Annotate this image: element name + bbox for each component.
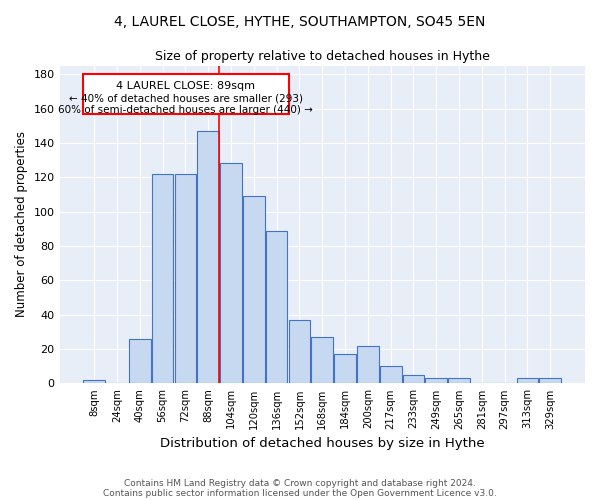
Bar xyxy=(539,378,561,384)
Bar xyxy=(289,320,310,384)
Bar xyxy=(425,378,447,384)
X-axis label: Distribution of detached houses by size in Hythe: Distribution of detached houses by size … xyxy=(160,437,485,450)
Text: Contains HM Land Registry data © Crown copyright and database right 2024.: Contains HM Land Registry data © Crown c… xyxy=(124,478,476,488)
Bar xyxy=(83,380,105,384)
Bar xyxy=(357,346,379,384)
Bar xyxy=(175,174,196,384)
Bar xyxy=(152,174,173,384)
FancyBboxPatch shape xyxy=(83,74,289,114)
Bar xyxy=(403,375,424,384)
Bar xyxy=(129,339,151,384)
Bar xyxy=(220,164,242,384)
Bar xyxy=(517,378,538,384)
Bar xyxy=(448,378,470,384)
Bar xyxy=(334,354,356,384)
Bar xyxy=(380,366,401,384)
Bar xyxy=(266,230,287,384)
Title: Size of property relative to detached houses in Hythe: Size of property relative to detached ho… xyxy=(155,50,490,63)
Text: 4 LAUREL CLOSE: 89sqm: 4 LAUREL CLOSE: 89sqm xyxy=(116,81,256,91)
Bar xyxy=(311,337,333,384)
Text: 4, LAUREL CLOSE, HYTHE, SOUTHAMPTON, SO45 5EN: 4, LAUREL CLOSE, HYTHE, SOUTHAMPTON, SO4… xyxy=(115,15,485,29)
Bar xyxy=(197,131,219,384)
Text: 60% of semi-detached houses are larger (440) →: 60% of semi-detached houses are larger (… xyxy=(58,105,313,115)
Text: ← 40% of detached houses are smaller (293): ← 40% of detached houses are smaller (29… xyxy=(69,93,303,103)
Y-axis label: Number of detached properties: Number of detached properties xyxy=(15,132,28,318)
Bar xyxy=(243,196,265,384)
Text: Contains public sector information licensed under the Open Government Licence v3: Contains public sector information licen… xyxy=(103,488,497,498)
